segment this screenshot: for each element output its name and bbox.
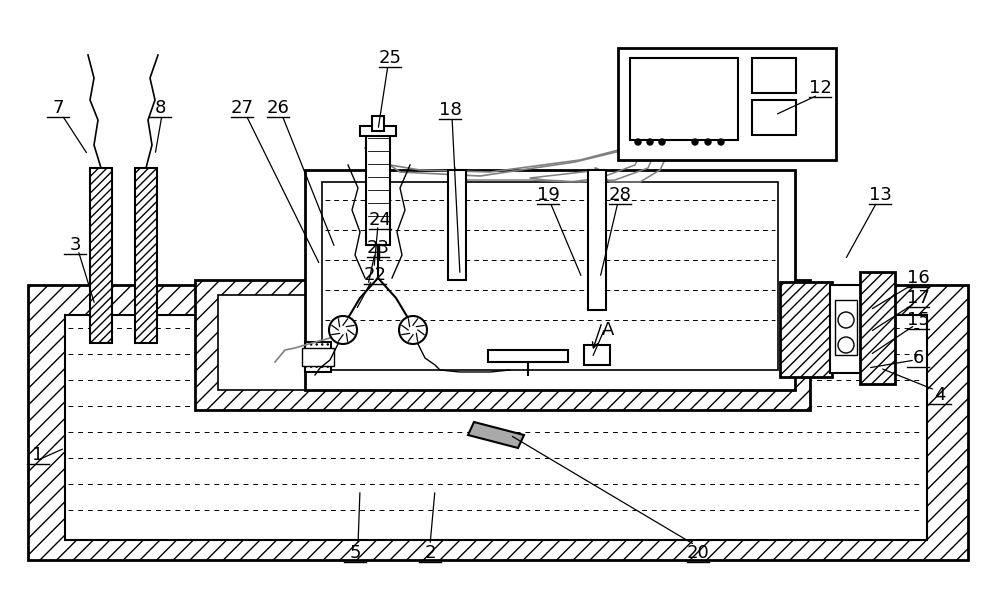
Text: 24: 24: [368, 211, 392, 229]
Text: 6: 6: [912, 349, 924, 367]
Bar: [372, 116, 384, 131]
Circle shape: [718, 139, 724, 145]
Bar: [488, 350, 568, 362]
Bar: [752, 100, 796, 135]
Circle shape: [705, 139, 711, 145]
Bar: [630, 58, 738, 140]
Bar: [360, 126, 396, 136]
Text: 12: 12: [809, 79, 831, 97]
Text: 15: 15: [907, 311, 929, 329]
Text: 3: 3: [69, 236, 81, 254]
Circle shape: [692, 139, 698, 145]
Bar: [28, 285, 968, 560]
Text: 23: 23: [366, 239, 390, 257]
Text: 17: 17: [907, 289, 929, 307]
Circle shape: [838, 312, 854, 328]
Bar: [618, 48, 836, 160]
Text: 2: 2: [424, 544, 436, 562]
Text: 19: 19: [537, 186, 559, 204]
Circle shape: [329, 316, 357, 344]
Text: 16: 16: [907, 269, 929, 287]
Bar: [195, 280, 810, 410]
Circle shape: [659, 139, 665, 145]
Bar: [305, 170, 795, 390]
Bar: [830, 285, 862, 373]
Text: 26: 26: [267, 99, 289, 117]
Bar: [366, 130, 390, 245]
Bar: [752, 58, 796, 93]
Text: 4: 4: [934, 386, 946, 404]
Circle shape: [399, 316, 427, 344]
Circle shape: [635, 139, 641, 145]
Text: 28: 28: [609, 186, 631, 204]
Bar: [584, 345, 610, 365]
Bar: [780, 282, 832, 377]
Text: 22: 22: [364, 266, 386, 284]
Text: 27: 27: [230, 99, 254, 117]
Text: A: A: [602, 321, 614, 339]
Bar: [305, 342, 331, 372]
Text: 18: 18: [439, 101, 461, 119]
Polygon shape: [468, 422, 524, 448]
Bar: [90, 168, 112, 343]
Bar: [448, 170, 466, 280]
Text: 20: 20: [687, 544, 709, 562]
Text: 13: 13: [869, 186, 891, 204]
Text: 8: 8: [154, 99, 166, 117]
Text: 7: 7: [52, 99, 64, 117]
Text: 1: 1: [32, 446, 44, 464]
Bar: [322, 182, 778, 370]
Bar: [218, 295, 788, 390]
Circle shape: [647, 139, 653, 145]
Text: 25: 25: [378, 49, 402, 67]
Bar: [835, 300, 857, 355]
Bar: [135, 168, 157, 343]
Bar: [302, 348, 334, 366]
Bar: [588, 170, 606, 310]
Text: 5: 5: [349, 544, 361, 562]
Bar: [65, 315, 927, 540]
Circle shape: [838, 337, 854, 353]
Bar: [860, 272, 895, 384]
